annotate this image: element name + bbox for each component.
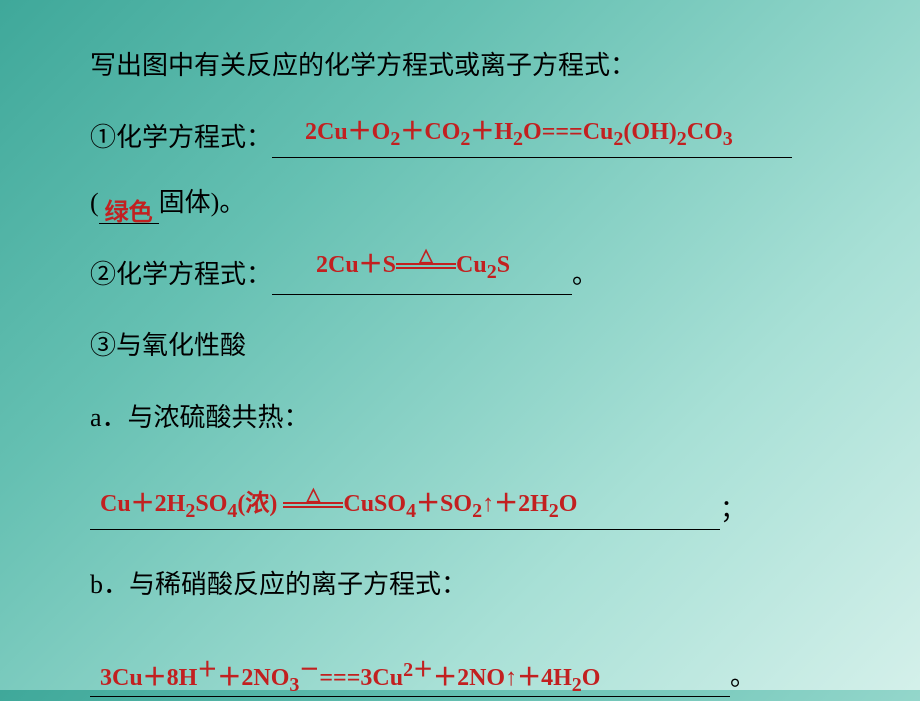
item1-note-blank: 绿色 — [99, 194, 159, 224]
heat-arrow-icon: △ — [283, 502, 343, 508]
item1-note-answer: 绿色 — [105, 200, 153, 226]
heading: 写出图中有关反应的化学方程式或离子方程式： — [90, 51, 636, 80]
item1-equation: 2Cu＋O2＋CO2＋H2O===Cu2(OH)2CO3 — [305, 113, 733, 155]
item3b-equation: 3Cu＋8H＋＋2NO3－===3Cu2＋＋2NO↑＋4H2O — [100, 654, 600, 701]
item3b-tail: 。 — [730, 662, 756, 691]
item2-equation: 2Cu＋S△Cu2S — [316, 246, 510, 288]
item3a-eq-left: Cu＋2H2SO4(浓) — [100, 491, 283, 517]
item1-note-close: 固体)。 — [159, 188, 246, 217]
item1-note-open: ( — [90, 188, 99, 217]
heat-arrow-icon: △ — [396, 263, 456, 269]
item3a-equation: Cu＋2H2SO4(浓) △CuSO4＋SO2↑＋2H2O — [100, 485, 577, 527]
item3-label: ③与氧化性酸 — [90, 331, 246, 360]
item3a-label: a．与浓硫酸共热： — [90, 403, 310, 432]
item2-label: ②化学方程式： — [90, 260, 272, 289]
item2-eq-right: Cu2S — [456, 252, 510, 278]
item2-period: 。 — [572, 260, 598, 289]
item3b-label: b．与稀硝酸反应的离子方程式： — [90, 570, 467, 599]
item3a-eq-right: CuSO4＋SO2↑＋2H2O — [343, 491, 577, 517]
item1-label: ①化学方程式： — [90, 123, 272, 152]
item3a-tail: ； — [720, 495, 746, 524]
item2-eq-left: 2Cu＋S — [316, 252, 396, 278]
